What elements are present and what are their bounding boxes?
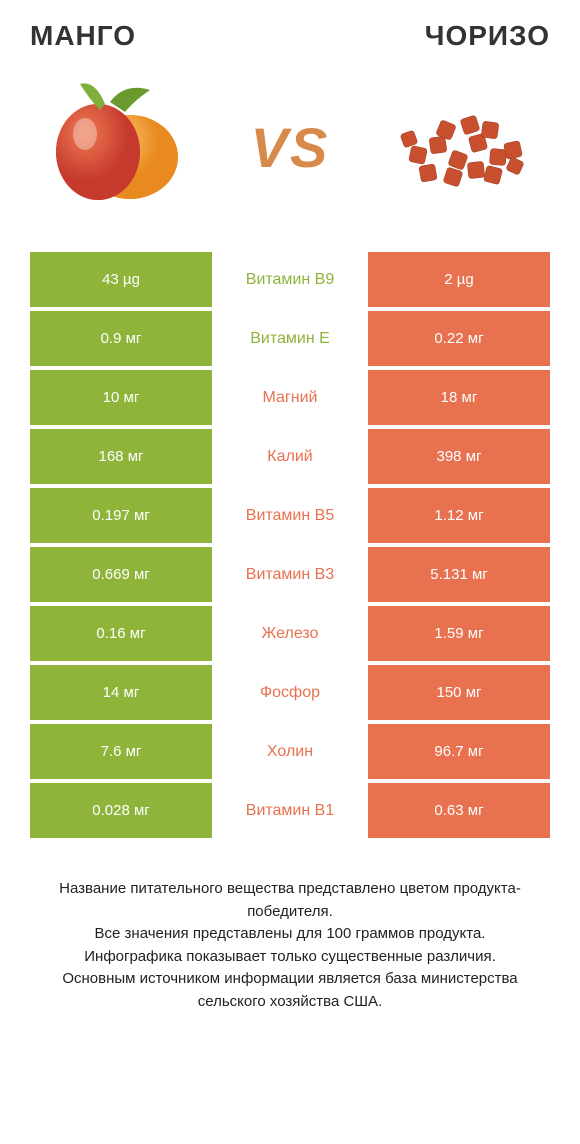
cell-left-value: 0.028 мг [30,783,212,838]
table-row: 0.669 мгВитамин B35.131 мг [30,547,550,602]
chorizo-image [390,72,540,222]
cell-left-value: 0.16 мг [30,606,212,661]
cell-nutrient-name: Витамин B1 [212,783,368,838]
images-row: VS [30,72,550,222]
cell-left-value: 14 мг [30,665,212,720]
cell-left-value: 10 мг [30,370,212,425]
cell-right-value: 1.59 мг [368,606,550,661]
table-row: 168 мгКалий398 мг [30,429,550,484]
mango-image [40,72,190,222]
cell-left-value: 0.197 мг [30,488,212,543]
cell-left-value: 168 мг [30,429,212,484]
cell-right-value: 5.131 мг [368,547,550,602]
header: MАНГО ЧОРИЗО [30,20,550,52]
cell-left-value: 7.6 мг [30,724,212,779]
table-row: 0.9 мгВитамин E0.22 мг [30,311,550,366]
cell-left-value: 43 µg [30,252,212,307]
table-row: 43 µgВитамин B92 µg [30,252,550,307]
cell-right-value: 0.63 мг [368,783,550,838]
table-row: 10 мгМагний18 мг [30,370,550,425]
comparison-table: 43 µgВитамин B92 µg0.9 мгВитамин E0.22 м… [30,252,550,838]
footer-line: Все значения представлены для 100 граммо… [40,923,540,946]
cell-right-value: 398 мг [368,429,550,484]
vs-label: VS [251,115,330,180]
cell-left-value: 0.669 мг [30,547,212,602]
footer-line: Название питательного вещества представл… [40,878,540,923]
cell-right-value: 18 мг [368,370,550,425]
cell-nutrient-name: Железо [212,606,368,661]
footer-line: Основным источником информации является … [40,968,540,1013]
footer-line: Инфографика показывает только существенн… [40,946,540,969]
cell-left-value: 0.9 мг [30,311,212,366]
cell-nutrient-name: Витамин B5 [212,488,368,543]
table-row: 0.028 мгВитамин B10.63 мг [30,783,550,838]
table-row: 0.16 мгЖелезо1.59 мг [30,606,550,661]
cell-right-value: 96.7 мг [368,724,550,779]
footer-text: Название питательного вещества представл… [30,878,550,1013]
title-right: ЧОРИЗО [425,20,550,52]
cell-right-value: 150 мг [368,665,550,720]
cell-nutrient-name: Магний [212,370,368,425]
cell-nutrient-name: Витамин B3 [212,547,368,602]
table-row: 7.6 мгХолин96.7 мг [30,724,550,779]
cell-nutrient-name: Витамин E [212,311,368,366]
cell-nutrient-name: Витамин B9 [212,252,368,307]
title-left: MАНГО [30,20,136,52]
table-row: 14 мгФосфор150 мг [30,665,550,720]
cell-right-value: 1.12 мг [368,488,550,543]
cell-right-value: 0.22 мг [368,311,550,366]
table-row: 0.197 мгВитамин B51.12 мг [30,488,550,543]
cell-right-value: 2 µg [368,252,550,307]
cell-nutrient-name: Фосфор [212,665,368,720]
cell-nutrient-name: Холин [212,724,368,779]
cell-nutrient-name: Калий [212,429,368,484]
